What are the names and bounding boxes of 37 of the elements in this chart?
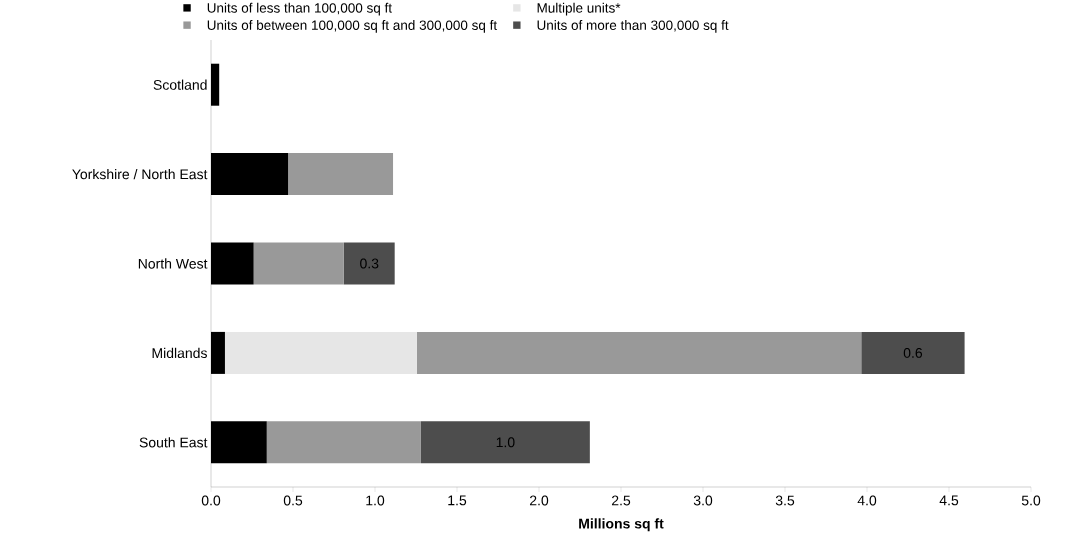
x-tick-label: 4.0 (857, 495, 877, 506)
bar (211, 331, 225, 374)
x-tick-label: 5.0 (1021, 495, 1041, 506)
x-tick-label: 4.5 (939, 495, 959, 506)
y-tick-label: Midlands (152, 347, 207, 359)
y-tick-label: South East (139, 437, 208, 448)
legend-label: Units of between 100,000 sq ft and 300,000 sq ft (207, 20, 498, 33)
data-label: 0.6 (903, 347, 923, 358)
bar (861, 331, 965, 374)
bar (266, 421, 421, 464)
x-tick-label: 3.0 (693, 495, 713, 506)
legend-label: Multiple units* (537, 2, 621, 16)
x-tick-label: 0.0 (201, 495, 221, 506)
legend-label: Units of less than 100,000 sq ft (207, 2, 392, 16)
x-tick-label: 1.5 (448, 495, 467, 506)
bar (211, 242, 254, 285)
bar (416, 331, 862, 374)
data-label: 0.3 (360, 258, 379, 269)
data-label: 1.0 (496, 437, 515, 448)
x-tick-label: 3.5 (775, 495, 795, 506)
bar (420, 421, 590, 464)
bar (253, 242, 344, 285)
y-tick-label: North West (138, 258, 208, 269)
bar (288, 153, 394, 196)
bar (224, 331, 417, 374)
x-tick-label: 2.5 (611, 495, 631, 506)
legend-label: Units of more than 300,000 sq ft (537, 20, 729, 33)
bar (211, 421, 267, 464)
x-tick-label: 1.0 (366, 495, 385, 506)
y-tick-label: Yorkshire / North East (72, 168, 208, 180)
bar (211, 153, 289, 196)
x-tick-label: 0.5 (283, 495, 303, 506)
bar (211, 63, 220, 106)
bar (343, 242, 395, 285)
x-tick-label: 2.0 (529, 495, 549, 506)
y-tick-label: Scotland (153, 79, 207, 90)
x-axis-title: Millions sq ft (579, 518, 664, 532)
